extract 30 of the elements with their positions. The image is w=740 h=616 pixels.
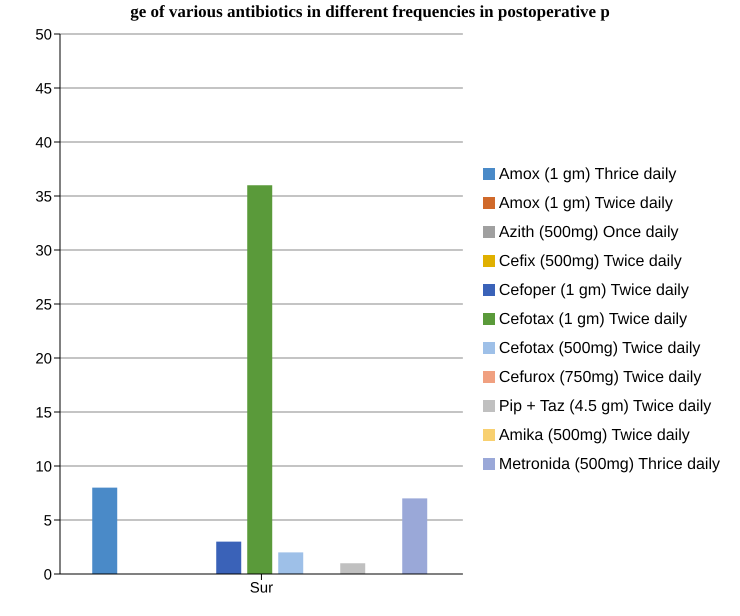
y-tick-label: 50 [35, 26, 52, 44]
y-tick-label: 40 [35, 134, 52, 152]
y-tick-label: 35 [35, 188, 52, 206]
bar [216, 542, 242, 574]
bar [247, 185, 272, 574]
bar [402, 498, 428, 574]
legend-label: Pip + Taz (4.5 gm) Twice daily [498, 398, 712, 414]
y-tick-label: 45 [35, 80, 52, 98]
y-tick-label: 20 [35, 350, 52, 368]
y-tick-label: 25 [35, 296, 52, 314]
legend-label: Cefotax (1 gm) Twice daily [498, 310, 688, 328]
legend-label: Amox (1 gm) Twice daily [498, 194, 673, 212]
legend-label: Cefurox (750mg) Twice daily [498, 368, 702, 386]
y-tick-label: 0 [44, 566, 52, 584]
legend-label: Cefix (500mg) Twice daily [498, 252, 682, 270]
y-tick-label: 10 [35, 458, 52, 476]
bar [340, 563, 366, 574]
legend-label: Metronida (500mg) Thrice daily [498, 456, 720, 472]
bar [92, 488, 118, 574]
y-tick-label: 30 [35, 242, 52, 260]
y-tick-label: 5 [44, 512, 52, 530]
y-tick-label: 15 [35, 404, 52, 422]
bar [278, 552, 304, 574]
legend-label: Azith (500mg) Once daily [498, 224, 678, 240]
legend-label: Amika (500mg) Twice daily [498, 426, 690, 444]
legend-label: Cefoper (1 gm) Twice daily [498, 282, 689, 298]
chart-title: ge of various antibiotics in different frequencies in postoperative p [129, 1, 611, 23]
legend-label: Cefotax (500mg) Twice daily [498, 340, 700, 356]
x-tick-label: Sur [250, 580, 274, 597]
legend-label: Amox (1 gm) Thrice daily [498, 166, 676, 182]
